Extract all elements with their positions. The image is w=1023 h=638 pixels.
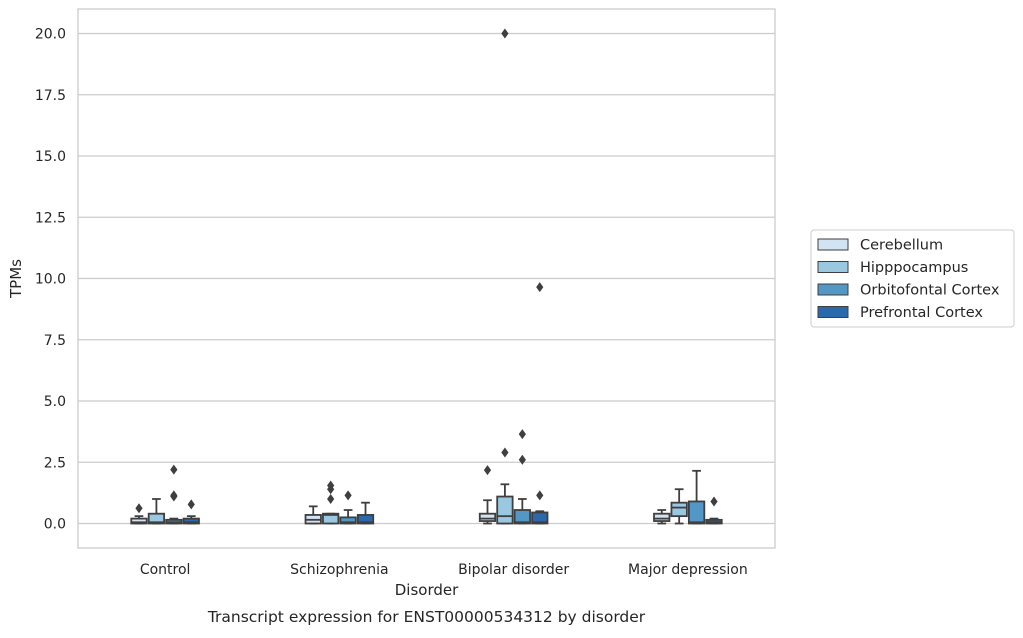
outlier-point	[518, 454, 526, 465]
iqr-box	[687, 500, 706, 525]
x-tick-label: Major depression	[628, 562, 748, 578]
x-tick-label: Control	[140, 562, 191, 578]
x-tick-label: Bipolar disorder	[458, 562, 569, 578]
iqr-box	[513, 509, 531, 525]
iqr-box	[130, 517, 148, 525]
iqr-box	[531, 511, 549, 525]
y-tick-labels: 0.0 2.5 5.0 7.5 10.0 12.5 15.0 17.5 20.0	[35, 27, 66, 533]
y-tick-label: 2.5	[44, 455, 66, 471]
outlier-point	[344, 490, 352, 501]
iqr-box	[339, 516, 357, 525]
box-hipppocampus	[322, 480, 340, 525]
legend: Cerebellum Hipppocampus Orbitofontal Corte…	[810, 229, 1015, 328]
outlier-point	[135, 503, 143, 514]
box-orbitofontal-cortex	[513, 429, 531, 525]
box-groups	[130, 28, 723, 525]
outlier-point	[327, 480, 335, 491]
outlier-point	[170, 490, 178, 501]
iqr-box	[147, 512, 166, 525]
iqr-box	[670, 501, 688, 518]
legend-swatch	[817, 306, 849, 318]
y-tick-label: 0.0	[44, 517, 66, 533]
legend-swatch	[817, 238, 849, 251]
iqr-box	[182, 517, 200, 525]
outlier-point	[170, 464, 178, 475]
outlier-point	[327, 494, 335, 504]
plot-frame	[77, 8, 776, 549]
x-axis-label: Disorder	[395, 581, 459, 599]
iqr-box	[322, 512, 340, 525]
y-tick-label: 10.0	[35, 272, 66, 288]
box-prefrontal-cortex	[356, 501, 375, 525]
outlier-point	[187, 499, 195, 510]
y-axis-label: TPMs	[7, 259, 25, 299]
box-cerebellum	[653, 509, 671, 525]
legend-label: Hipppocampus	[860, 260, 968, 276]
legend-label: Cerebellum	[860, 238, 943, 254]
outlier-point	[518, 429, 526, 440]
iqr-box	[478, 512, 497, 522]
box-orbitofontal-cortex	[165, 464, 183, 525]
y-tick-label: 15.0	[35, 149, 66, 165]
iqr-box	[653, 512, 671, 522]
chart-caption: Transcript expression for ENST0000053431…	[207, 608, 646, 626]
box-prefrontal-cortex	[531, 282, 549, 525]
gridlines	[78, 32, 775, 525]
legend-label: Prefrontal Cortex	[860, 305, 983, 321]
box-orbitofontal-cortex	[687, 469, 706, 525]
y-tick-label: 7.5	[44, 333, 66, 349]
x-tick-label: Schizophrenia	[290, 562, 388, 578]
iqr-box	[356, 514, 375, 525]
box-cerebellum	[304, 505, 322, 525]
outlier-point	[536, 282, 544, 293]
outlier-point	[501, 447, 509, 458]
y-tick-label: 20.0	[35, 27, 66, 43]
outlier-point	[501, 28, 509, 39]
box-cerebellum	[478, 465, 497, 525]
box-hipppocampus	[147, 498, 166, 525]
y-tick-label: 12.5	[35, 210, 66, 226]
box-prefrontal-cortex	[705, 496, 723, 525]
outlier-point	[483, 465, 492, 476]
box-hipppocampus	[670, 488, 688, 525]
outlier-point	[710, 496, 718, 507]
box-hipppocampus	[496, 28, 514, 525]
x-tick-labels: Control Schizophrenia Bipolar disorder Majo…	[140, 562, 748, 578]
legend-frame	[810, 229, 1015, 328]
box-cerebellum	[130, 503, 148, 525]
legend-swatch	[817, 283, 849, 296]
legend-swatch	[817, 261, 849, 273]
iqr-box	[496, 495, 514, 525]
y-tick-label: 5.0	[44, 394, 66, 410]
box-prefrontal-cortex	[182, 499, 200, 525]
y-tick-label: 17.5	[35, 88, 66, 104]
legend-label: Orbitofontal Cortex	[860, 283, 1000, 299]
box-orbitofontal-cortex	[339, 490, 357, 525]
outlier-point	[536, 490, 544, 501]
